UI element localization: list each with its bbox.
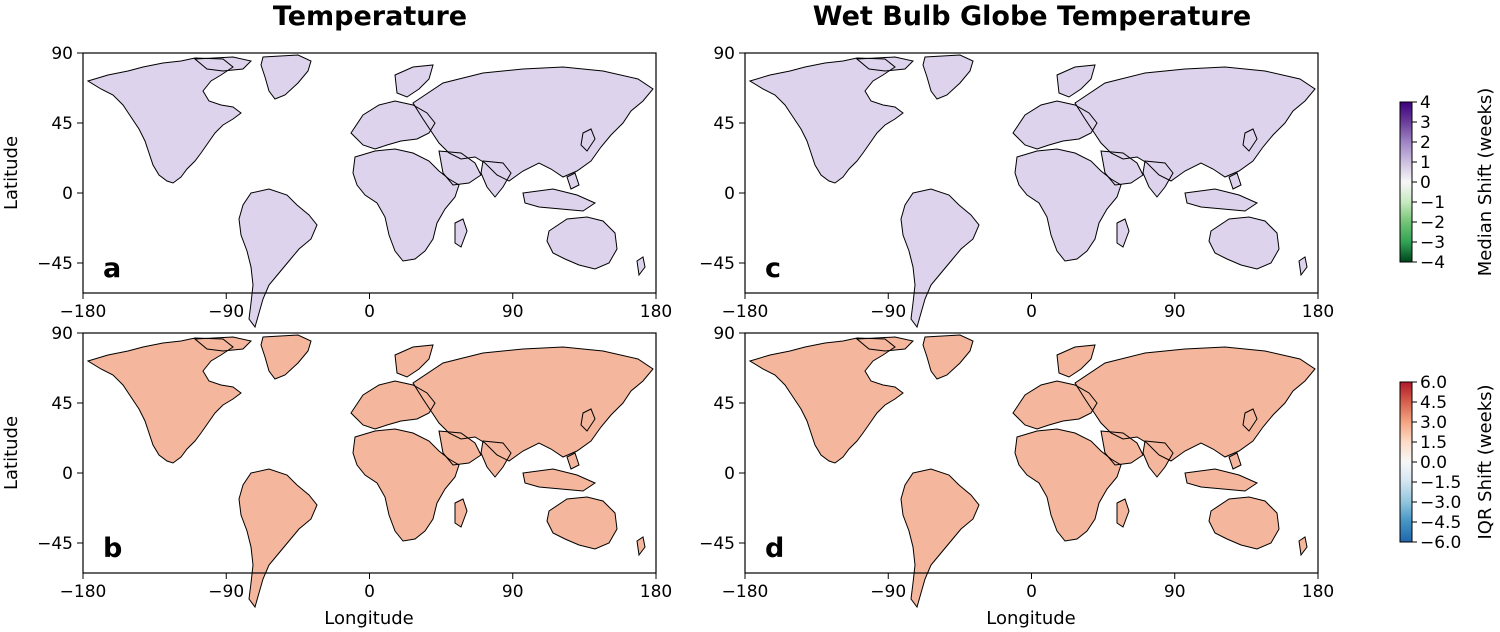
x-tick-label: −180 [60, 302, 107, 322]
x-tick-label: −180 [60, 582, 107, 602]
colorbar-tick-label: −4 [1420, 253, 1445, 273]
x-axis-label-left: Longitude [324, 608, 414, 629]
y-tick-label: 90 [713, 44, 735, 64]
map-panel-c: c −180 −90 0 90 180 90 45 0 −45 [699, 44, 1334, 328]
y-tick-label: −45 [699, 534, 735, 554]
x-tick-label: 0 [1026, 582, 1037, 602]
colorbar-tick-label: 4.5 [1420, 393, 1447, 413]
x-tick-label: 90 [502, 582, 524, 602]
colorbar-tick-label: −1.5 [1420, 473, 1461, 493]
y-tick-label: 0 [62, 184, 73, 204]
colorbar-label: Median Shift (weeks) [1475, 88, 1496, 277]
x-tick-label: −90 [208, 302, 244, 322]
x-tick-label: −180 [722, 582, 769, 602]
y-tick-label: −45 [37, 534, 73, 554]
title-wbgt: Wet Bulb Globe Temperature [813, 1, 1251, 32]
y-axis-label-bottom: Latitude [1, 416, 22, 490]
x-tick-label: 180 [1302, 582, 1334, 602]
panel-label: b [103, 533, 122, 564]
colorbar-tick-label: −6.0 [1420, 533, 1461, 553]
x-tick-label: 180 [640, 582, 672, 602]
colorbar-gradient [1399, 101, 1413, 263]
y-tick-label: 45 [713, 394, 735, 414]
y-tick-label: −45 [37, 254, 73, 274]
colorbar-tick-label: 2 [1420, 133, 1431, 153]
colorbar-tick-label: −3.0 [1420, 493, 1461, 513]
y-tick-label: −45 [699, 254, 735, 274]
map-panel-a: a −180 −90 0 90 180 90 45 0 −45 [37, 44, 672, 328]
map-panel-b: b −180 −90 0 90 180 90 45 0 −45 [37, 324, 672, 608]
panel-label: c [765, 253, 781, 284]
panel-label: a [103, 253, 121, 284]
x-tick-label: 180 [640, 302, 672, 322]
x-tick-label: −90 [208, 582, 244, 602]
colorbar-tick-label: 3 [1420, 113, 1431, 133]
x-axis-label-right: Longitude [986, 608, 1076, 629]
colorbar-tick-label: −3 [1420, 233, 1445, 253]
y-tick-label: 45 [51, 394, 73, 414]
x-tick-label: −90 [870, 302, 906, 322]
x-tick-label: 90 [1164, 582, 1186, 602]
title-temperature: Temperature [273, 1, 467, 32]
colorbar-tick-label: −4.5 [1420, 513, 1461, 533]
colorbar-tick-label: 0 [1420, 173, 1431, 193]
y-tick-label: 45 [51, 114, 73, 134]
x-tick-label: −90 [870, 582, 906, 602]
colorbar-gradient [1399, 381, 1413, 543]
y-tick-label: 0 [724, 464, 735, 484]
y-axis-label-top: Latitude [1, 136, 22, 210]
x-tick-label: 0 [364, 582, 375, 602]
y-tick-label: 0 [724, 184, 735, 204]
colorbar-iqr: 6.04.53.01.50.0−1.5−3.0−4.5−6.0 IQR Shift… [1399, 373, 1496, 553]
x-tick-label: 0 [1026, 302, 1037, 322]
y-tick-label: 90 [51, 324, 73, 344]
map-panel-d: d −180 −90 0 90 180 90 45 0 −45 [699, 324, 1334, 608]
y-tick-label: 90 [713, 324, 735, 344]
y-tick-label: 0 [62, 464, 73, 484]
y-tick-label: 90 [51, 44, 73, 64]
colorbar-tick-label: 6.0 [1420, 373, 1447, 393]
colorbar-tick-label: −1 [1420, 193, 1445, 213]
y-tick-label: 45 [713, 114, 735, 134]
x-tick-label: 90 [1164, 302, 1186, 322]
colorbar-tick-label: 1.5 [1420, 433, 1447, 453]
colorbar-tick-label: 0.0 [1420, 453, 1447, 473]
x-tick-label: 90 [502, 302, 524, 322]
colorbar-tick-label: −2 [1420, 213, 1445, 233]
colorbar-label: IQR Shift (weeks) [1475, 384, 1496, 539]
colorbar-tick-label: 1 [1420, 153, 1431, 173]
x-tick-label: −180 [722, 302, 769, 322]
x-tick-label: 180 [1302, 302, 1334, 322]
x-tick-label: 0 [364, 302, 375, 322]
colorbar-tick-label: 3.0 [1420, 413, 1447, 433]
colorbar-tick-label: 4 [1420, 93, 1431, 113]
panel-label: d [765, 533, 784, 564]
